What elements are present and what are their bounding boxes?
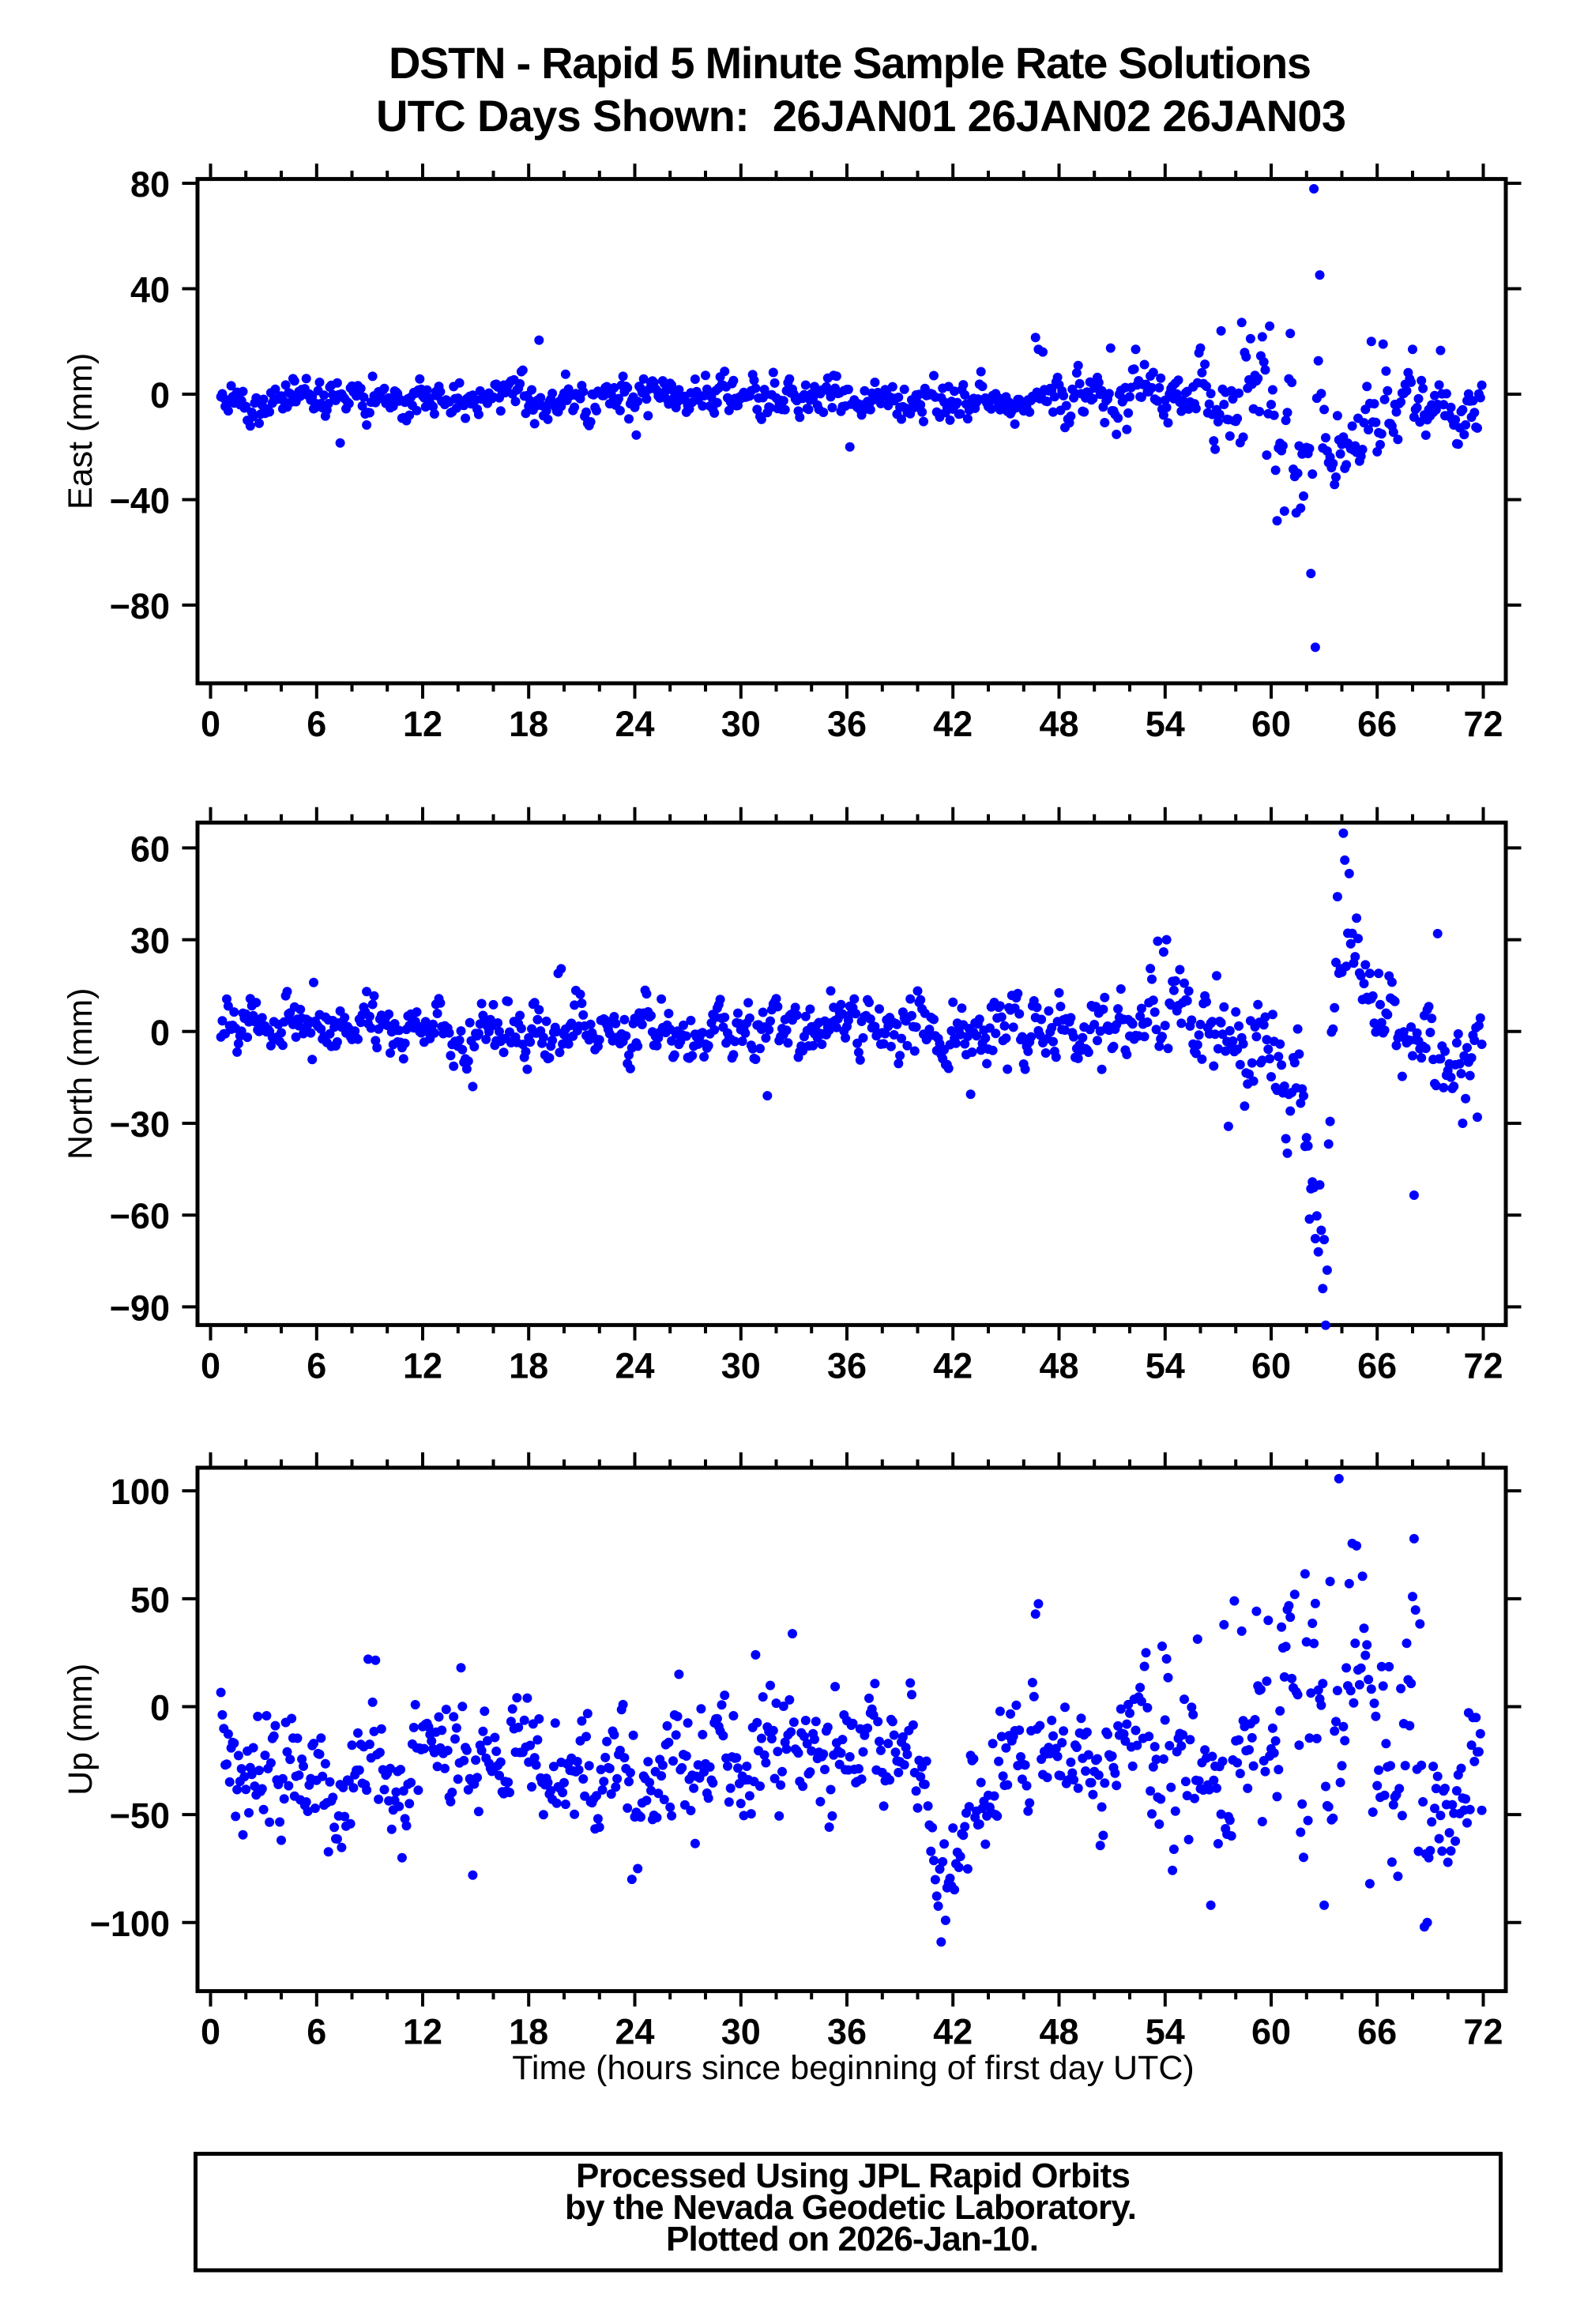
svg-text:−60: −60 — [110, 1196, 170, 1236]
svg-text:−90: −90 — [110, 1288, 170, 1328]
svg-text:UTC Days Shown: 26JAN01 26JAN: UTC Days Shown: 26JAN01 26JAN02 26JAN03 — [376, 91, 1346, 141]
svg-text:18: 18 — [509, 2012, 548, 2052]
svg-text:48: 48 — [1039, 2012, 1078, 2052]
svg-text:Processed Using JPL Rapid Orbi: Processed Using JPL Rapid Orbits — [576, 2157, 1131, 2195]
svg-text:−40: −40 — [110, 481, 170, 521]
svg-text:−80: −80 — [110, 586, 170, 626]
svg-text:66: 66 — [1357, 704, 1397, 744]
svg-text:0: 0 — [150, 375, 170, 416]
svg-text:30: 30 — [130, 921, 170, 961]
svg-text:24: 24 — [615, 2012, 654, 2052]
svg-text:6: 6 — [307, 1345, 326, 1386]
svg-text:60: 60 — [1251, 704, 1291, 744]
svg-text:−30: −30 — [110, 1104, 170, 1145]
svg-text:50: 50 — [130, 1580, 170, 1620]
svg-text:40: 40 — [130, 270, 170, 310]
svg-text:6: 6 — [307, 2012, 326, 2052]
svg-text:30: 30 — [721, 1345, 761, 1386]
svg-text:0: 0 — [201, 2012, 220, 2052]
svg-text:66: 66 — [1357, 2012, 1397, 2052]
svg-text:6: 6 — [307, 704, 326, 744]
svg-text:42: 42 — [933, 1345, 973, 1386]
svg-text:48: 48 — [1039, 1345, 1078, 1386]
svg-text:36: 36 — [827, 704, 867, 744]
svg-text:12: 12 — [403, 704, 442, 744]
svg-text:54: 54 — [1146, 2012, 1185, 2052]
svg-text:Time (hours since beginning of: Time (hours since beginning of first day… — [512, 2049, 1195, 2087]
svg-text:60: 60 — [130, 829, 170, 869]
svg-text:0: 0 — [150, 1688, 170, 1728]
svg-text:48: 48 — [1039, 704, 1078, 744]
svg-text:36: 36 — [827, 2012, 867, 2052]
svg-text:30: 30 — [721, 704, 761, 744]
svg-text:100: 100 — [111, 1472, 170, 1512]
svg-text:54: 54 — [1146, 1345, 1185, 1386]
svg-text:72: 72 — [1463, 704, 1503, 744]
svg-text:East (mm): East (mm) — [62, 353, 100, 510]
svg-text:30: 30 — [721, 2012, 761, 2052]
svg-text:0: 0 — [201, 1345, 220, 1386]
svg-text:72: 72 — [1463, 2012, 1503, 2052]
svg-text:18: 18 — [509, 704, 548, 744]
svg-text:Plotted on 2026-Jan-10.: Plotted on 2026-Jan-10. — [666, 2220, 1039, 2258]
svg-text:by the Nevada Geodetic Laborat: by the Nevada Geodetic Laboratory. — [565, 2188, 1137, 2227]
svg-text:−50: −50 — [110, 1796, 170, 1836]
svg-text:36: 36 — [827, 1345, 867, 1386]
svg-text:North (mm): North (mm) — [62, 988, 100, 1160]
svg-text:12: 12 — [403, 2012, 442, 2052]
svg-text:60: 60 — [1251, 1345, 1291, 1386]
svg-text:18: 18 — [509, 1345, 548, 1386]
svg-text:66: 66 — [1357, 1345, 1397, 1386]
svg-text:12: 12 — [403, 1345, 442, 1386]
svg-text:24: 24 — [615, 1345, 654, 1386]
svg-text:80: 80 — [130, 164, 170, 205]
svg-text:42: 42 — [933, 2012, 973, 2052]
svg-text:0: 0 — [201, 704, 220, 744]
svg-text:24: 24 — [615, 704, 654, 744]
svg-text:54: 54 — [1146, 704, 1185, 744]
svg-text:0: 0 — [150, 1013, 170, 1053]
svg-text:Up (mm): Up (mm) — [62, 1664, 100, 1796]
svg-text:−100: −100 — [90, 1904, 170, 1944]
svg-text:60: 60 — [1251, 2012, 1291, 2052]
svg-text:DSTN - Rapid 5 Minute Sample R: DSTN - Rapid 5 Minute Sample Rate Soluti… — [389, 38, 1311, 88]
svg-text:42: 42 — [933, 704, 973, 744]
svg-text:72: 72 — [1463, 1345, 1503, 1386]
